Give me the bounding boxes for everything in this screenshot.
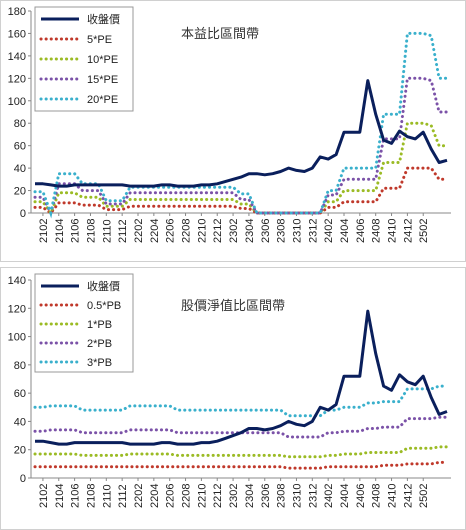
- x-tick-label: 2106: [70, 484, 82, 508]
- x-tick-label: 2312: [307, 219, 319, 243]
- x-tick-label: 2108: [85, 484, 97, 508]
- x-tick-label: 2410: [387, 484, 399, 508]
- y-tick-label: 60: [14, 388, 26, 400]
- x-tick-label: 2112: [117, 219, 129, 243]
- y-tick-label: 40: [14, 416, 26, 428]
- series-line-1: [33, 460, 449, 470]
- x-tick-label: 2110: [101, 484, 113, 508]
- y-tick-label: 40: [14, 163, 26, 175]
- x-tick-label: 2406: [355, 484, 367, 508]
- series-line-3: [33, 76, 449, 218]
- x-tick-label: 2302: [228, 484, 240, 508]
- pb-band-chart: 0 20 40 60 80 100 120 140 2102 2104 2106 2108 2110 21…: [8, 273, 451, 508]
- x-tick-label: 2404: [339, 219, 351, 243]
- x-tick-label: 2410: [387, 219, 399, 243]
- y-tick-label: 0: [20, 208, 26, 220]
- y-tick-label: 80: [14, 360, 26, 372]
- legend-label-4: 3*PB: [87, 357, 112, 369]
- x-tick-label: 2412: [402, 219, 414, 243]
- y-tick-label: 0: [20, 473, 26, 485]
- y-tick-label: 180: [8, 6, 26, 18]
- x-tick-label: 2108: [85, 219, 97, 243]
- legend-label-3: 2*PB: [87, 338, 112, 350]
- chart-title: 股價淨值比區間帶: [181, 298, 285, 313]
- legend-label-4: 20*PE: [87, 94, 118, 106]
- legend-label-0: 收盤價: [87, 12, 120, 26]
- x-tick-label: 2404: [339, 484, 351, 508]
- legend-label-2: 1*PB: [87, 319, 112, 331]
- x-tick-label: 2502: [418, 484, 430, 508]
- x-tick-label: 2308: [276, 219, 288, 243]
- x-tick-label: 2406: [355, 219, 367, 243]
- x-tick-label: 2202: [133, 219, 145, 243]
- series-line-4: [33, 31, 449, 219]
- x-tick-label: 2502: [418, 219, 430, 243]
- x-tick-label: 2210: [196, 484, 208, 508]
- y-tick-label: 60: [14, 141, 26, 153]
- x-tick-label: 2202: [133, 484, 145, 508]
- y-tick-label: 100: [8, 96, 26, 108]
- y-tick-label: 120: [8, 73, 26, 85]
- x-tick-label: 2212: [212, 219, 224, 243]
- x-tick-label: 2110: [101, 219, 113, 243]
- x-tick-label: 2402: [323, 219, 335, 243]
- y-tick-label: 100: [8, 332, 26, 344]
- series-line-3: [33, 415, 449, 439]
- y-tick-label: 20: [14, 186, 26, 198]
- pe-band-chart-panel: 0 20 40 60 80 100 120 140 160 180 2102 2104 2106 2108…: [0, 0, 466, 262]
- x-tick-label: 2408: [371, 219, 383, 243]
- legend-label-3: 15*PE: [87, 74, 118, 86]
- y-tick-label: 140: [8, 275, 26, 287]
- legend-label-0: 收盤價: [87, 279, 120, 293]
- x-tick-label: 2112: [117, 484, 129, 508]
- x-tick-label: 2306: [260, 219, 272, 243]
- x-tick-label: 2106: [70, 219, 82, 243]
- series-line-0: [35, 309, 448, 446]
- x-tick-label: 2102: [38, 219, 50, 243]
- x-tick-label: 2208: [181, 484, 193, 508]
- x-tick-label: 2204: [149, 219, 161, 243]
- x-tick-label: 2304: [244, 219, 256, 243]
- y-tick-label: 140: [8, 51, 26, 63]
- x-tick-label: 2206: [165, 484, 177, 508]
- x-tick-label: 2212: [212, 484, 224, 508]
- x-tick-label: 2402: [323, 484, 335, 508]
- legend: 收盤價 5*PE 10*PE 15*PE 20*PE: [34, 6, 134, 112]
- series-line-2: [33, 445, 449, 459]
- y-tick-label: 160: [8, 28, 26, 40]
- x-tick-label: 2312: [307, 484, 319, 508]
- series-line-4: [33, 384, 449, 418]
- x-tick-label: 2306: [260, 484, 272, 508]
- chart-title: 本益比區間帶: [181, 26, 259, 41]
- y-tick-label: 80: [14, 118, 26, 130]
- x-tick-label: 2412: [402, 484, 414, 508]
- x-tick-label: 2308: [276, 484, 288, 508]
- x-tick-label: 2104: [54, 219, 66, 243]
- y-tick-label: 20: [14, 445, 26, 457]
- pb-band-chart-panel: 0 20 40 60 80 100 120 140 2102 2104 2106 2108 2110 21…: [0, 267, 466, 530]
- series-line-0: [35, 79, 448, 188]
- x-tick-label: 2408: [371, 484, 383, 508]
- x-tick-label: 2104: [54, 484, 66, 508]
- series-line-2: [33, 121, 449, 217]
- x-tick-label: 2304: [244, 484, 256, 508]
- x-tick-label: 2208: [181, 219, 193, 243]
- x-tick-label: 2102: [38, 484, 50, 508]
- legend-label-2: 10*PE: [87, 54, 118, 66]
- x-tick-label: 2302: [228, 219, 240, 243]
- pe-band-chart: 0 20 40 60 80 100 120 140 160 180 2102 2104 2106 2108…: [8, 6, 451, 243]
- legend-label-1: 0.5*PB: [87, 300, 121, 312]
- legend-label-1: 5*PE: [87, 34, 112, 46]
- series-line-1: [33, 166, 449, 216]
- x-tick-label: 2310: [291, 219, 303, 243]
- y-tick-label: 120: [8, 303, 26, 315]
- x-tick-label: 2206: [165, 219, 177, 243]
- x-tick-label: 2210: [196, 219, 208, 243]
- x-tick-label: 2204: [149, 484, 161, 508]
- x-tick-label: 2310: [291, 484, 303, 508]
- legend: 收盤價 0.5*PB 1*PB 2*PB 3*PB: [34, 273, 134, 373]
